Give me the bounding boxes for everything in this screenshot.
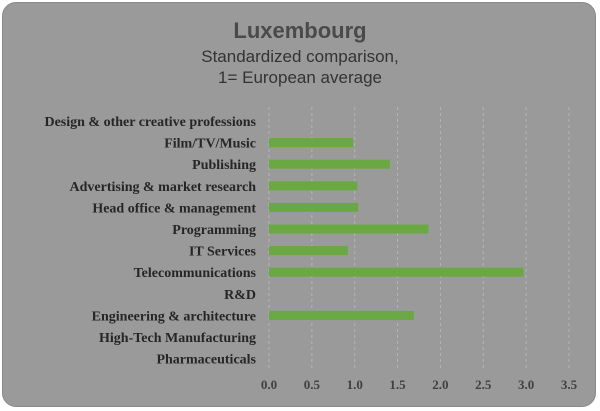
grid-lines	[268, 107, 570, 371]
category-label: R&D	[224, 288, 256, 303]
chart-panel: Luxembourg Standardized comparison, 1= E…	[2, 2, 596, 407]
category-label: Engineering & architecture	[92, 309, 256, 324]
bar	[269, 267, 524, 277]
category-labels: Design & other creative professions Film/…	[44, 115, 256, 368]
category-label: Film/TV/Music	[164, 137, 256, 152]
category-label: Head office & management	[92, 201, 256, 216]
x-tick-label: 3.0	[518, 377, 534, 392]
bar-chart: Luxembourg Standardized comparison, 1= E…	[44, 18, 578, 392]
chart-subtitle-line-1: Standardized comparison,	[201, 47, 399, 66]
bar	[269, 224, 429, 234]
chart-subtitle-line-2: 1= European average	[218, 68, 382, 87]
bar	[269, 310, 414, 320]
category-label: Design & other creative professions	[44, 115, 256, 130]
bar	[269, 246, 348, 256]
x-tick-label: 1.0	[347, 377, 363, 392]
category-label: Advertising & market research	[70, 180, 257, 195]
x-tick-label: 0.0	[261, 377, 277, 392]
bar	[269, 138, 353, 148]
x-tick-label: 2.0	[432, 377, 448, 392]
bar	[269, 202, 359, 212]
x-tick-label: 2.5	[475, 377, 492, 392]
category-label: High-Tech Manufacturing	[99, 331, 256, 346]
bar	[269, 181, 358, 191]
category-label: Publishing	[192, 158, 256, 173]
category-label: Pharmaceuticals	[156, 353, 256, 368]
x-tick-label: 0.5	[304, 377, 321, 392]
category-label: IT Services	[189, 245, 257, 260]
category-label: Programming	[172, 223, 256, 238]
bars	[269, 138, 524, 320]
chart-title: Luxembourg	[233, 18, 366, 43]
x-axis-tick-labels: 0.0 0.5 1.0 1.5 2.0 2.5 3.0 3.5	[261, 377, 578, 392]
category-label: Telecommunications	[134, 266, 257, 281]
x-tick-label: 1.5	[389, 377, 406, 392]
bar	[269, 159, 390, 169]
x-tick-label: 3.5	[561, 377, 578, 392]
